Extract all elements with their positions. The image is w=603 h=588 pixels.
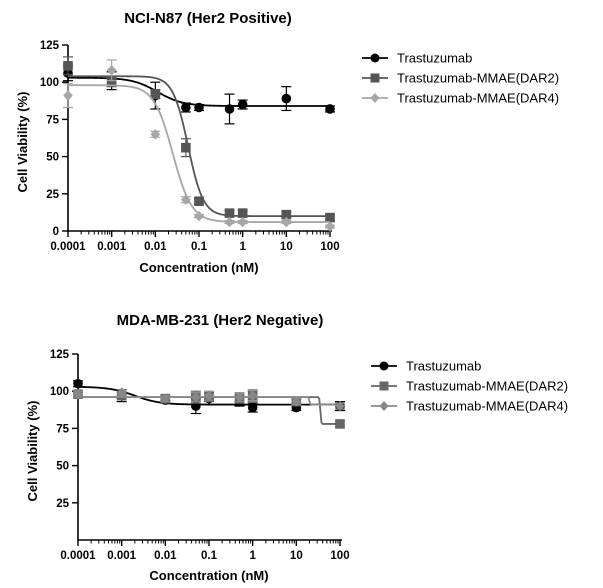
chart1-series2-point <box>150 89 161 99</box>
chart2-series2-legend-label: Trastuzumab-MMAE(DAR2) <box>406 379 568 394</box>
chart1-series2-point <box>281 209 292 220</box>
chart1-y-tick-label: 100 <box>40 77 59 89</box>
chart1-y-tick-label: 75 <box>46 114 59 126</box>
chart2-x-tick-label: 100 <box>330 550 349 562</box>
chart1-series3-point <box>106 64 117 76</box>
chart2-series1-legend-label: Trastuzumab <box>406 359 481 374</box>
chart1-series2-point <box>181 142 191 153</box>
chart2-series1-point <box>73 378 83 389</box>
chart1-series3-legend-marker <box>370 93 380 103</box>
chart2-x-tick-label: 10 <box>290 550 303 562</box>
chart2-y-axis-label: Cell Viability (%) <box>25 401 40 502</box>
chart2-series3-point <box>234 391 245 403</box>
chart1-series2-point <box>63 61 73 71</box>
chart2-x-tick-label: 0.001 <box>107 550 136 562</box>
chart1-series3-point <box>194 210 204 222</box>
chart1-series1-point <box>194 102 204 113</box>
chart1-series1-point <box>281 93 292 104</box>
chart1-title: NCI-N87 (Her2 Positive) <box>124 10 292 27</box>
chart1-series1-point <box>181 102 191 113</box>
chart2-series3-point <box>191 391 201 403</box>
chart2-series3-point <box>73 388 83 400</box>
chart2-y-tick-label: 125 <box>50 349 70 361</box>
chart2-x-tick-label: 0.1 <box>201 550 218 562</box>
chart1-series2-point <box>194 196 204 207</box>
chart1-series3-point <box>224 216 235 228</box>
chart2-x-tick-label: 0.0001 <box>60 550 96 562</box>
chart1-series1-point <box>325 104 335 114</box>
chart2-series1-legend-marker <box>379 361 389 371</box>
chart1-series2-point <box>106 77 117 87</box>
chart1-x-axis-label: Concentration (nM) <box>139 260 258 275</box>
chart1-x-tick-label: 0.0001 <box>50 241 86 253</box>
chart2-series3-point <box>247 390 258 401</box>
chart1-series3-point <box>63 90 73 101</box>
chart2-series3-point <box>335 400 345 412</box>
chart1-series3-point <box>325 221 335 232</box>
chart2-series3-point <box>291 396 302 407</box>
chart1-y-tick-label: 0 <box>53 226 59 238</box>
chart2-series3-point <box>116 387 127 398</box>
chart2-title: MDA-MB-231 (Her2 Negative) <box>117 312 324 329</box>
chart1-x-tick-label: 0.001 <box>97 241 126 253</box>
chart2-x-tick-label: 0.01 <box>154 550 177 562</box>
chart2-series2-legend-marker <box>379 381 389 391</box>
chart2-series3-point <box>160 393 171 404</box>
chart1-series3-point <box>150 128 161 140</box>
chart2-series2-point <box>335 419 345 429</box>
chart1-series3-point <box>237 216 248 228</box>
chart1-series1-legend-label: Trastuzumab <box>397 51 472 66</box>
chart2-x-tick-label: 1 <box>249 550 256 562</box>
chart1-series3-point <box>281 216 292 228</box>
chart1-y-tick-label: 50 <box>46 152 59 164</box>
chart2-series3-legend-marker <box>379 401 389 411</box>
chart1-x-tick-label: 100 <box>320 241 339 253</box>
chart1-x-tick-label: 10 <box>280 241 293 253</box>
chart1-series3-point <box>181 194 191 206</box>
chart2-x-axis-label: Concentration (nM) <box>149 568 268 583</box>
chart1-series3-legend-label: Trastuzumab-MMAE(DAR4) <box>397 91 559 106</box>
chart1-series2-point <box>224 208 235 218</box>
chart2-y-tick-label: 25 <box>56 498 69 510</box>
chart2-y-tick-label: 100 <box>50 386 69 398</box>
chart1-series2-point <box>325 212 335 223</box>
chart1-y-axis-label: Cell Viability (%) <box>15 92 30 193</box>
chart1-y-tick-label: 125 <box>40 40 60 52</box>
chart1-series2-point <box>237 208 248 218</box>
chart1-series1-point <box>224 104 235 114</box>
chart2-y-tick-label: 75 <box>56 423 69 435</box>
chart2-series3-point <box>204 390 214 401</box>
chart1-y-tick-label: 25 <box>46 189 59 201</box>
chart1-series1-legend-marker <box>370 53 380 63</box>
chart2-series3-legend-label: Trastuzumab-MMAE(DAR4) <box>406 399 568 414</box>
chart2-series1-point <box>247 402 258 413</box>
chart2-y-tick-label: 50 <box>56 461 69 473</box>
chart1-series2-legend-marker <box>370 73 380 83</box>
chart1-x-tick-label: 0.1 <box>191 241 208 253</box>
chart1-series1-point <box>237 99 248 110</box>
chart1-x-tick-label: 1 <box>239 241 246 253</box>
chart1-x-tick-label: 0.01 <box>144 241 167 253</box>
chart1-series2-legend-label: Trastuzumab-MMAE(DAR2) <box>397 71 559 86</box>
